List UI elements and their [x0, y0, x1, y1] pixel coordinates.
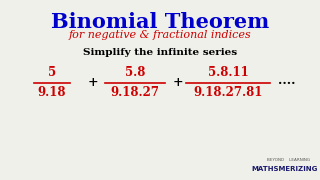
- Text: 5: 5: [48, 66, 56, 78]
- Text: MATHSMERIZING: MATHSMERIZING: [252, 166, 318, 172]
- Text: 9.18: 9.18: [38, 87, 66, 100]
- Text: 9.18.27: 9.18.27: [110, 87, 159, 100]
- Text: for negative & fractional indices: for negative & fractional indices: [68, 30, 252, 40]
- Text: 5.8: 5.8: [125, 66, 145, 78]
- Text: 5.8.11: 5.8.11: [208, 66, 248, 78]
- Text: ....: ....: [278, 75, 295, 87]
- Text: Simplify the infinite series: Simplify the infinite series: [83, 48, 237, 57]
- Text: +: +: [173, 76, 183, 89]
- Text: +: +: [88, 76, 98, 89]
- Text: 9.18.27.81: 9.18.27.81: [193, 87, 263, 100]
- Text: BEYOND    LEARNING: BEYOND LEARNING: [268, 158, 311, 162]
- Text: Binomial Theorem: Binomial Theorem: [51, 12, 269, 32]
